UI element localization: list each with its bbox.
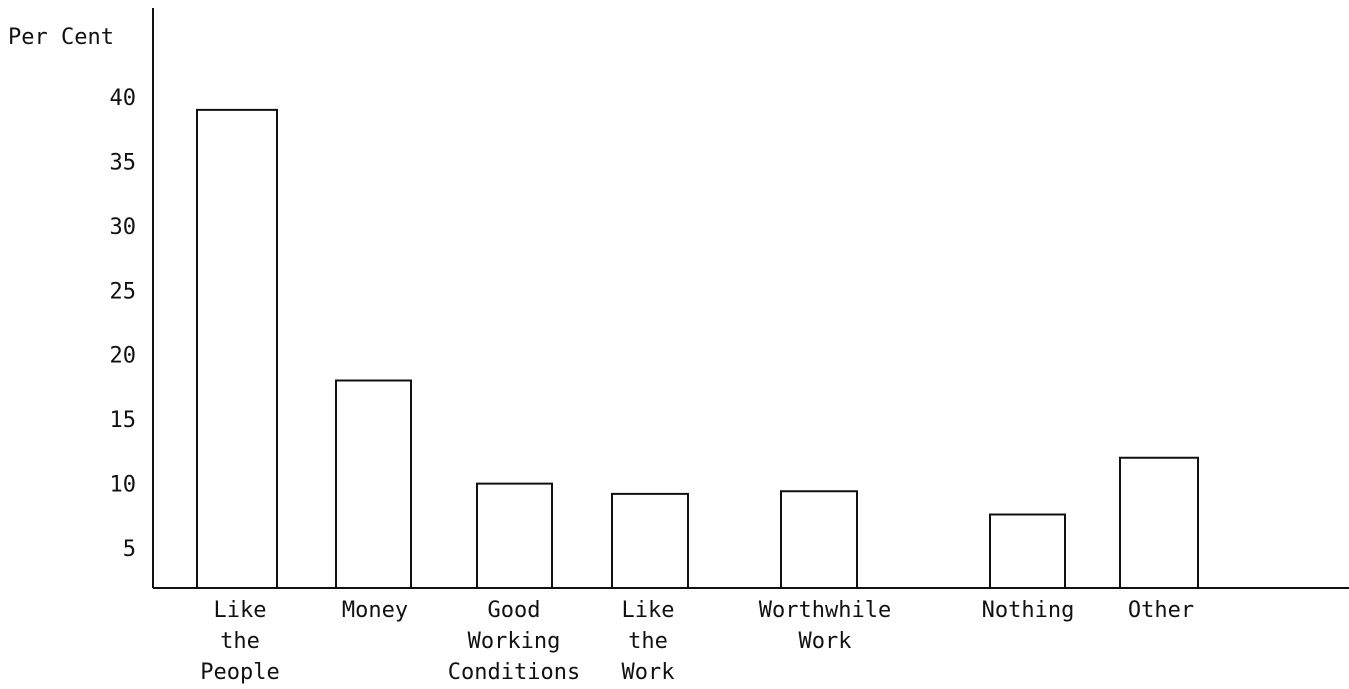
bar bbox=[611, 492, 689, 588]
category-label-line: Working bbox=[468, 629, 561, 654]
category-label: Money bbox=[342, 598, 408, 623]
bar bbox=[1119, 456, 1199, 588]
y-tick-label: 5 bbox=[123, 537, 136, 562]
y-tick-label: 15 bbox=[110, 408, 137, 433]
category-label-line: Nothing bbox=[982, 598, 1075, 623]
y-tick-label: 35 bbox=[110, 150, 137, 175]
category-label-line: Work bbox=[799, 629, 852, 654]
y-tick-label: 30 bbox=[110, 215, 137, 240]
category-label-line: People bbox=[200, 660, 279, 685]
category-label-line: Work bbox=[622, 660, 675, 685]
y-ticks: 5 10 15 20 25 30 35 40 bbox=[110, 86, 137, 562]
category-label-line: Other bbox=[1128, 598, 1194, 623]
category-label: Other bbox=[1128, 598, 1194, 623]
y-tick-label: 40 bbox=[110, 86, 137, 111]
y-axis-label: Per Cent bbox=[8, 25, 114, 50]
y-tick-label: 25 bbox=[110, 279, 137, 304]
bar bbox=[335, 379, 412, 588]
category-label-line: Good bbox=[488, 598, 541, 623]
bar bbox=[476, 482, 553, 588]
category-label: Like the Work bbox=[622, 598, 675, 685]
category-label-line: Conditions bbox=[448, 660, 580, 685]
category-label-line: the bbox=[628, 629, 668, 654]
bar bbox=[780, 490, 858, 588]
category-label: Like the People bbox=[200, 598, 279, 685]
category-label: Worthwhile Work bbox=[759, 598, 891, 654]
category-label-line: Money bbox=[342, 598, 408, 623]
category-label-line: Worthwhile bbox=[759, 598, 891, 623]
category-label-line: Like bbox=[214, 598, 267, 623]
bar bbox=[989, 513, 1066, 588]
category-label-line: the bbox=[220, 629, 260, 654]
category-label: Good Working Conditions bbox=[448, 598, 580, 685]
bars bbox=[196, 108, 1199, 588]
category-label-line: Like bbox=[622, 598, 675, 623]
y-tick-label: 10 bbox=[110, 473, 137, 498]
category-labels: Like the People Money Good Working Conditions L… bbox=[200, 598, 1194, 685]
bar bbox=[196, 108, 278, 588]
y-tick-label: 20 bbox=[110, 344, 137, 369]
category-label: Nothing bbox=[982, 598, 1075, 623]
